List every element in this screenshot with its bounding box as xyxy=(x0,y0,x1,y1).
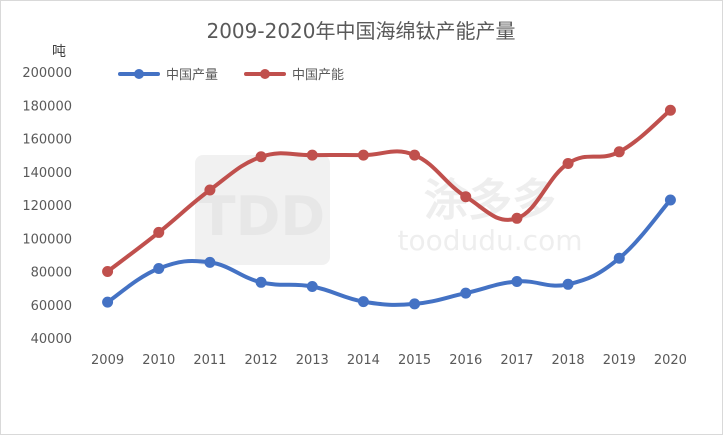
watermark-logo: TDD 涂多多 toodudu.com xyxy=(195,155,582,265)
series-1-point xyxy=(255,151,267,163)
watermark-brand-text: 涂多多 xyxy=(424,175,556,226)
y-axis-unit-label: 吨 xyxy=(52,44,66,60)
y-tick-label: 160000 xyxy=(22,133,72,148)
series-0-point xyxy=(357,296,369,308)
y-tick-label: 120000 xyxy=(22,199,72,214)
legend-swatch-marker xyxy=(134,69,144,79)
series-group xyxy=(102,104,676,310)
series-line-0 xyxy=(105,198,673,307)
legend-swatch-marker xyxy=(260,69,270,79)
x-tick-label: 2014 xyxy=(347,353,380,368)
x-tick-label: 2010 xyxy=(142,353,175,368)
x-tick-label: 2013 xyxy=(296,353,329,368)
series-0-point xyxy=(613,252,625,264)
series-0-point xyxy=(306,280,318,292)
series-1-point xyxy=(153,226,165,238)
y-tick-label: 180000 xyxy=(22,99,72,114)
y-tick-label: 200000 xyxy=(22,66,72,81)
series-0-point xyxy=(409,298,421,310)
series-1-point xyxy=(409,149,421,161)
x-tick-label: 2009 xyxy=(91,353,124,368)
x-tick-label: 2016 xyxy=(449,353,482,368)
y-axis: 200000 180000 160000 140000 120000 100000 8000… xyxy=(22,66,72,347)
legend: 中国产量 中国产能 xyxy=(118,68,344,83)
x-axis: 2009 2010 2011 2012 2013 2014 2015 2016 2017 2018… xyxy=(91,353,687,368)
series-0-point xyxy=(204,256,216,268)
series-0-point xyxy=(664,194,676,206)
y-tick-label: 40000 xyxy=(31,332,72,347)
chart-title: 2009-2020年中国海绵钛产能产量 xyxy=(206,19,515,43)
series-line-1 xyxy=(105,108,673,274)
x-tick-label: 2020 xyxy=(654,353,687,368)
series-0-point xyxy=(511,275,523,287)
x-tick-label: 2015 xyxy=(398,353,431,368)
x-tick-label: 2018 xyxy=(552,353,585,368)
series-1-point xyxy=(613,146,625,158)
legend-label: 中国产量 xyxy=(166,68,218,83)
y-tick-label: 140000 xyxy=(22,166,72,181)
watermark-logo-text: TDD xyxy=(199,185,325,248)
series-0-point xyxy=(255,276,267,288)
x-tick-label: 2019 xyxy=(603,353,636,368)
series-0-point xyxy=(460,287,472,299)
series-1-point xyxy=(306,149,318,161)
series-1-point xyxy=(511,212,523,224)
series-1-point xyxy=(357,149,369,161)
x-tick-label: 2011 xyxy=(193,353,226,368)
y-tick-label: 100000 xyxy=(22,232,72,247)
series-0-point xyxy=(562,278,574,290)
series-0-point xyxy=(102,296,114,308)
x-tick-label: 2012 xyxy=(245,353,278,368)
watermark-site-text: toodudu.com xyxy=(398,224,583,257)
series-1-point xyxy=(562,157,574,169)
series-1-point xyxy=(102,266,114,277)
series-1-point xyxy=(204,184,216,196)
series-1-point xyxy=(460,191,472,203)
legend-label: 中国产能 xyxy=(292,68,344,83)
series-1-point xyxy=(664,104,676,116)
y-tick-label: 60000 xyxy=(31,299,72,314)
y-tick-label: 80000 xyxy=(31,266,72,281)
series-0-point xyxy=(153,263,165,275)
x-tick-label: 2017 xyxy=(500,353,533,368)
